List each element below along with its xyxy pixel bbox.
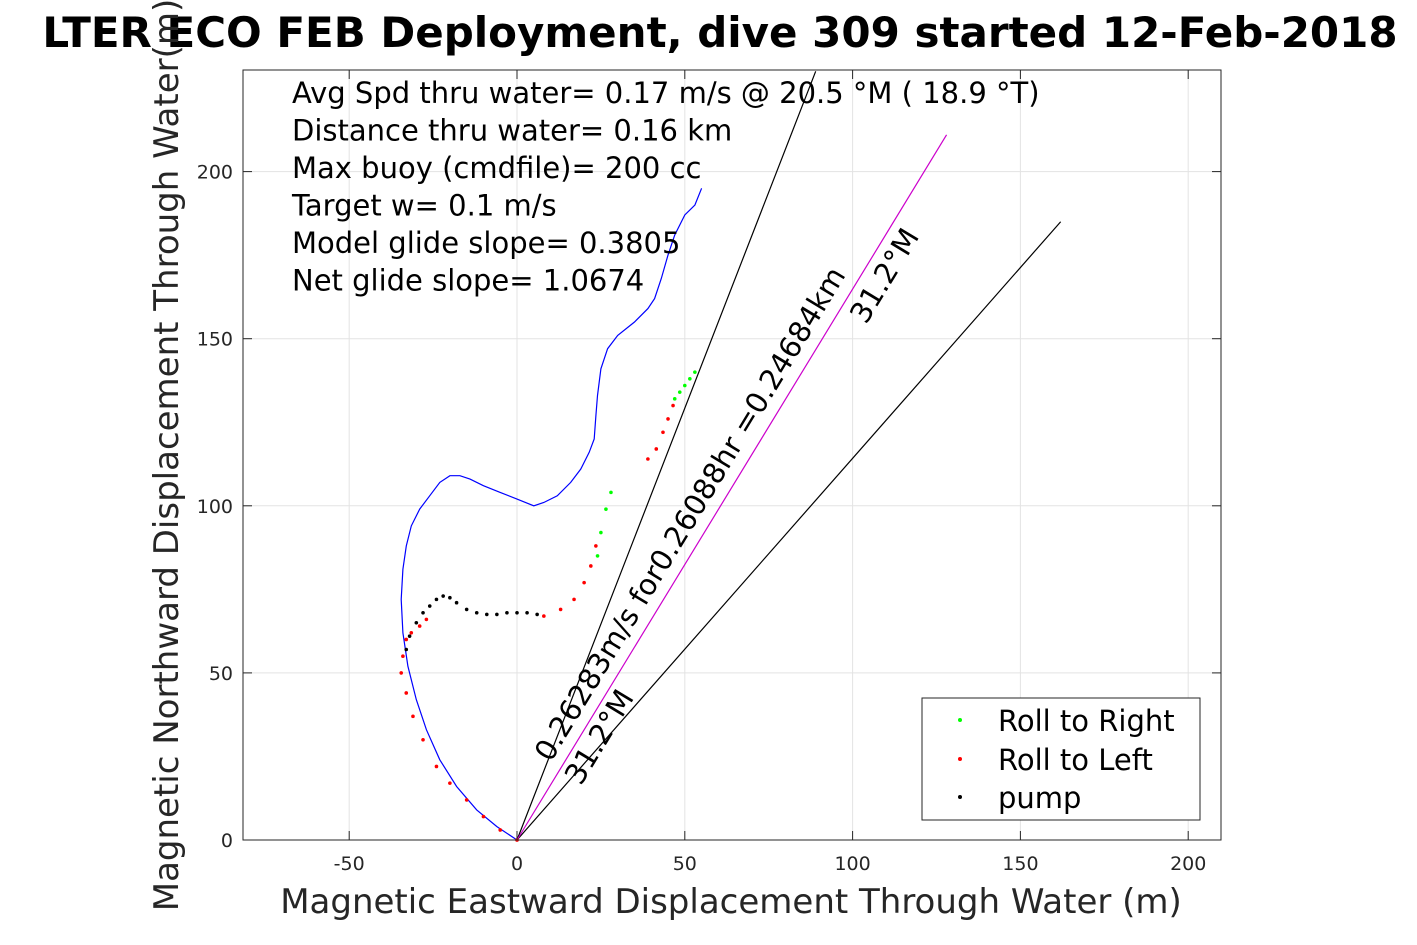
roll-right-point [677, 390, 682, 394]
y-tick-label: 150 [197, 329, 233, 351]
pump-point [464, 607, 469, 612]
roll-left-point [582, 580, 586, 585]
roll-left-point [661, 430, 665, 435]
roll-left-point [654, 447, 659, 451]
roll-left-point [409, 630, 414, 635]
pump-point [484, 612, 489, 617]
pump-point [427, 604, 432, 608]
roll-left-point [572, 597, 576, 602]
x-tick-label: 0 [511, 853, 523, 875]
legend-marker-pump [958, 795, 962, 799]
roll-left-point [671, 403, 675, 408]
track-layer [400, 188, 703, 841]
legend-label-pump: pump [998, 781, 1081, 815]
legend-label-roll-left: Roll to Left [998, 743, 1153, 777]
annotation-line: Max buoy (cmdfile)= 200 cc [292, 151, 701, 185]
legend-label-roll-right: Roll to Right [998, 704, 1175, 738]
x-tick-label: 50 [673, 853, 697, 875]
annotation-line: Target w= 0.1 m/s [291, 189, 557, 223]
roll-left-point [417, 624, 422, 628]
y-axis-label: Magnetic Northward Displacement Through … [147, 0, 187, 911]
pump-point [448, 595, 452, 600]
pump-point [474, 610, 479, 615]
roll-left-point [424, 617, 429, 622]
reference-line [516, 221, 1062, 841]
reference-lines [516, 71, 1062, 841]
track-line [400, 188, 703, 841]
pump-point [525, 610, 529, 615]
roll-right-point [595, 554, 600, 558]
roll-left-point [434, 764, 439, 769]
roll-left-point [666, 417, 670, 421]
roll-left-point [498, 828, 503, 832]
pump-point [404, 647, 409, 652]
roll-right-point [604, 507, 608, 511]
roll-left-point [399, 671, 404, 675]
y-tick-label: 100 [197, 496, 233, 518]
roll-right-point [688, 377, 692, 381]
roll-left-point [594, 544, 598, 548]
legend-box [921, 697, 1201, 821]
plot-box [242, 69, 1222, 841]
pump-point [407, 634, 412, 638]
pump-point [505, 610, 509, 615]
roll-left-point [421, 737, 425, 742]
legend-marker-roll-left [958, 757, 962, 761]
roll-right-point [599, 530, 603, 535]
annotation-line: Avg Spd thru water= 0.17 m/s @ 20.5 °M (… [292, 76, 1040, 110]
pump-point [434, 597, 439, 602]
legend: Roll to Right Roll to Left pump [921, 697, 1201, 821]
roll-right-point [683, 383, 687, 388]
pump-point [414, 620, 419, 625]
x-tick-label: -50 [334, 853, 365, 875]
pump-point [515, 610, 519, 615]
x-tick-label: 150 [1002, 853, 1038, 875]
reference-line [516, 71, 817, 841]
pump-point [421, 610, 425, 615]
roll-left-point [542, 614, 546, 618]
annotation-line: Net glide slope= 1.0674 [292, 264, 644, 298]
y-tick-label: 200 [197, 162, 233, 184]
legend-marker-roll-right [958, 718, 962, 722]
roll-right-point [609, 490, 613, 495]
roll-left-point [589, 564, 593, 568]
roll-left-point [646, 457, 650, 461]
roll-left-point [404, 691, 409, 695]
ticks: -50 0 50 100 150 200 0 50 100 150 200 [197, 70, 1221, 875]
pump-point [535, 612, 539, 617]
roll-right-point [693, 370, 697, 374]
roll-left-point [481, 814, 486, 819]
annotation-line: Distance thru water= 0.16 km [292, 114, 732, 148]
chart-title: LTER ECO FEB Deployment, dive 309 starte… [42, 8, 1397, 57]
x-tick-label: 100 [834, 853, 870, 875]
pump-point [454, 600, 459, 605]
y-tick-label: 0 [221, 830, 233, 852]
pump-point [441, 594, 445, 598]
roll-left-point [448, 781, 452, 785]
annotations: Avg Spd thru water= 0.17 m/s @ 20.5 °M (… [291, 76, 1040, 298]
roll-left-point [558, 607, 563, 612]
roll-left-point [401, 654, 405, 658]
annotation-line: Model glide slope= 0.3805 [292, 226, 680, 260]
roll-left-point [404, 637, 409, 642]
roll-left-point [411, 714, 415, 719]
x-axis-label: Magnetic Eastward Displacement Through W… [280, 882, 1182, 922]
x-tick-label: 200 [1170, 853, 1206, 875]
roll-left-point [464, 798, 469, 802]
reference-line [516, 134, 948, 841]
pump-point [495, 612, 499, 617]
y-tick-label: 50 [209, 663, 233, 685]
roll-right-point [672, 397, 677, 401]
